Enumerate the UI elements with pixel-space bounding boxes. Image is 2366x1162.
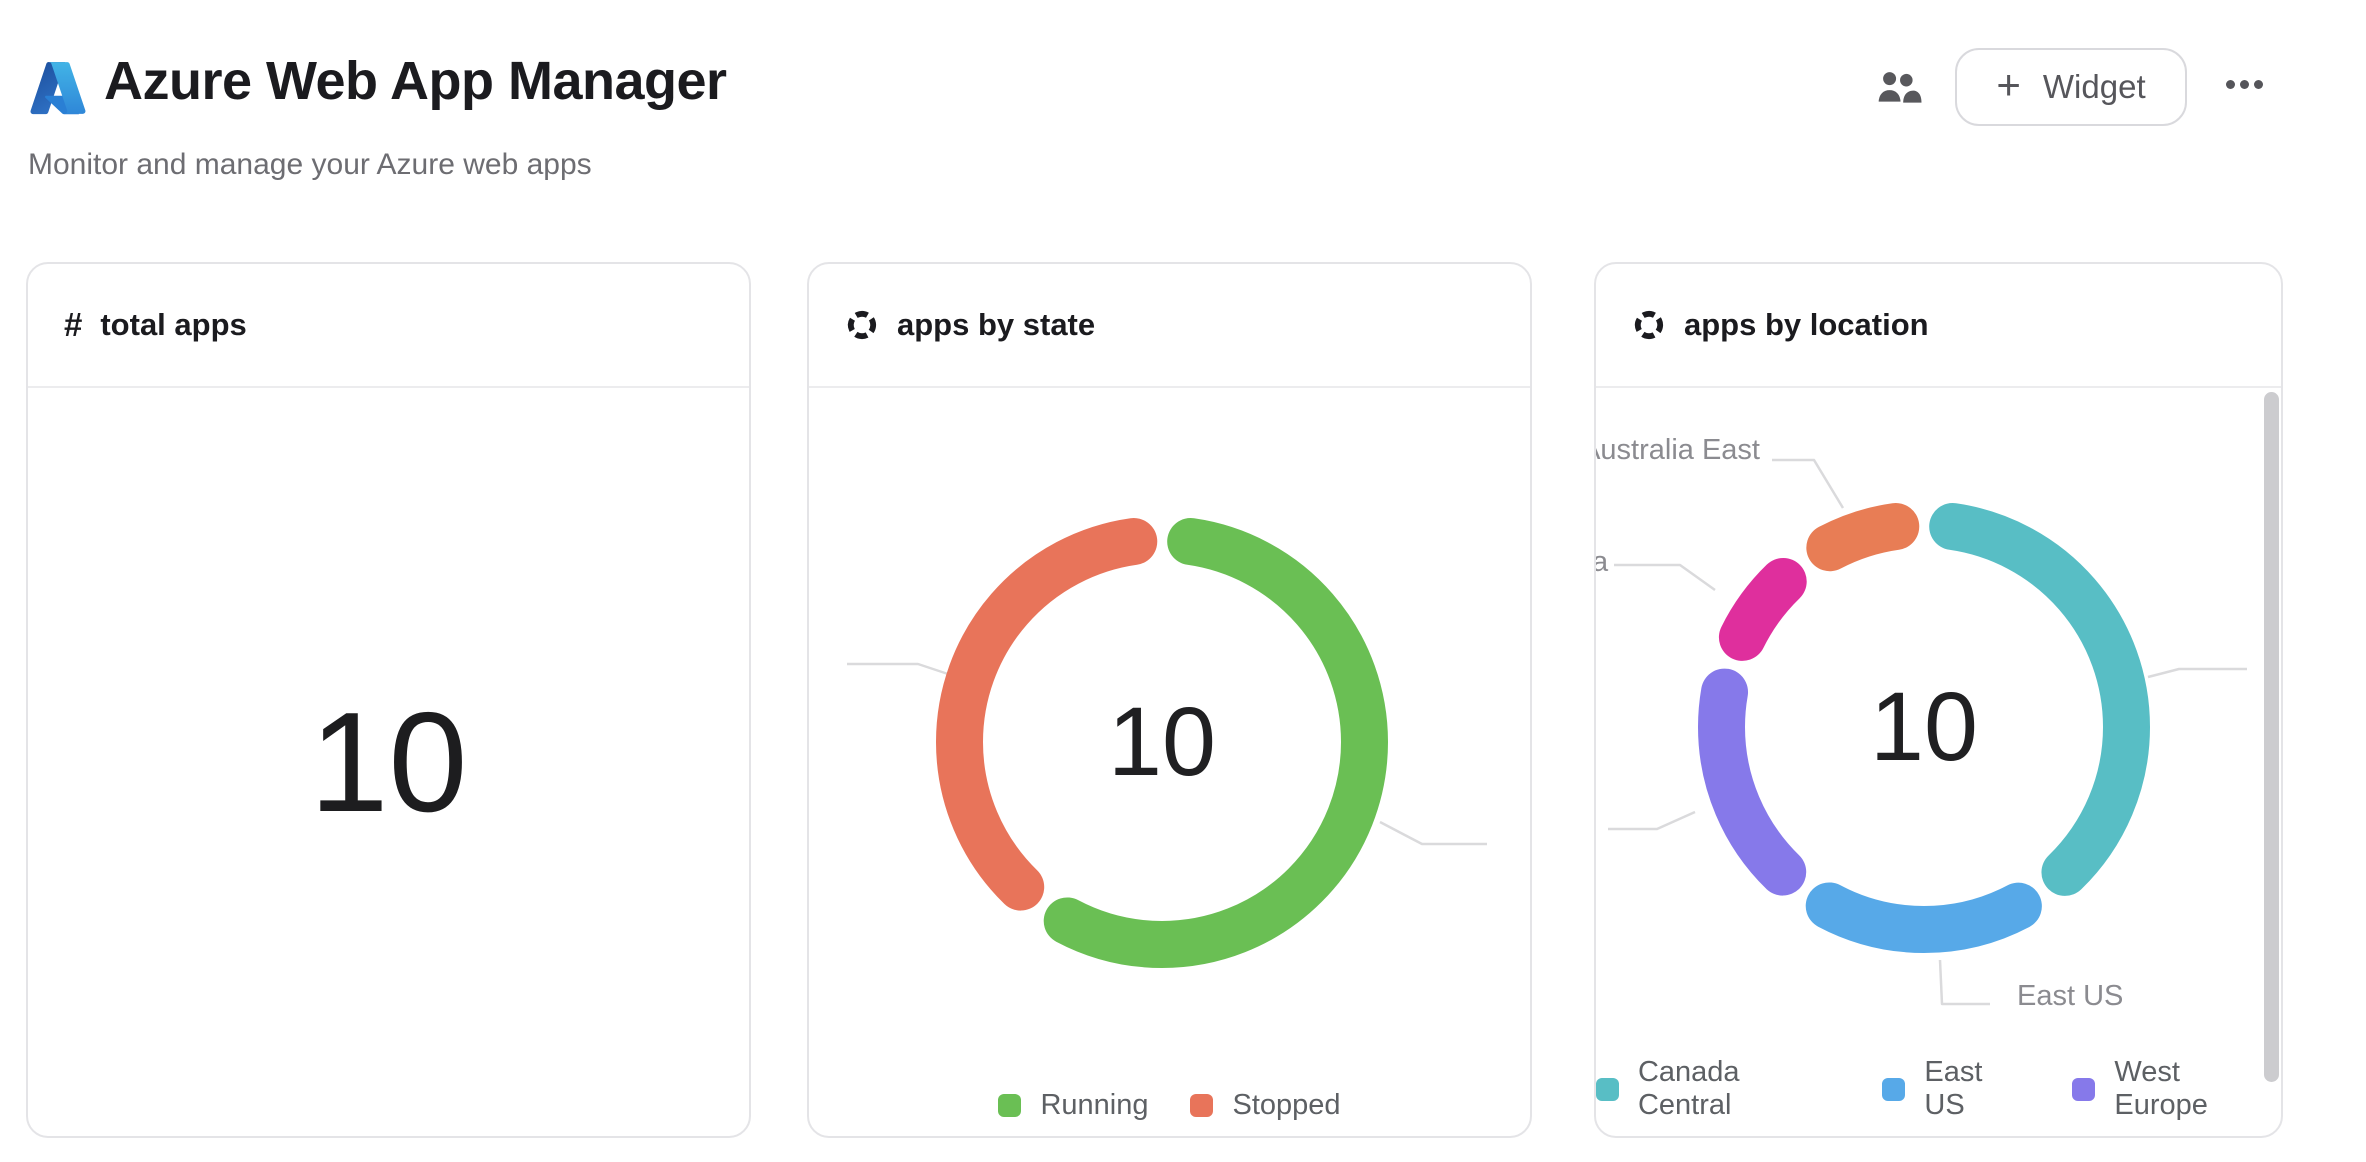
card-apps-by-state: apps by state 10 Running Stopped xyxy=(807,262,1532,1138)
app-header: Azure Web App Manager Monitor and manage… xyxy=(0,0,2366,230)
apps-by-state-donut-chart[interactable] xyxy=(809,388,1532,1138)
legend-label: Running xyxy=(1040,1089,1149,1121)
card-apps-by-state-header: apps by state xyxy=(809,264,1530,388)
legend-item-canada-central[interactable]: Canada Central xyxy=(1596,1056,1840,1122)
leader-line-canada-central xyxy=(2147,667,2247,679)
plus-icon: + xyxy=(1996,61,2021,108)
legend-swatch xyxy=(1596,1077,1619,1101)
page-title: Azure Web App Manager xyxy=(104,51,727,111)
apps-by-state-legend: Running Stopped xyxy=(809,1089,1530,1122)
legend-swatch xyxy=(2072,1077,2096,1101)
legend-item-east-us[interactable]: East US xyxy=(1882,1056,2030,1122)
add-widget-label: Widget xyxy=(2042,68,2146,105)
card-apps-by-location-header: apps by location xyxy=(1596,264,2281,388)
leader-line-east-us xyxy=(1938,959,1990,1006)
donut-chart-icon xyxy=(1634,310,1664,340)
apps-by-location-donut-chart[interactable] xyxy=(1596,388,2283,1138)
page-subtitle: Monitor and manage your Azure web apps xyxy=(28,148,592,181)
leader-line-australia-east xyxy=(1772,458,1845,509)
card-total-apps-header: # total apps xyxy=(28,264,749,388)
total-apps-value: 10 xyxy=(309,683,468,842)
legend-label: Canada Central xyxy=(1637,1056,1740,1121)
slice-label-australia-east: Australia East xyxy=(1594,434,1760,466)
legend-item-running[interactable]: Running xyxy=(998,1089,1148,1122)
donut-segment-canada-central[interactable] xyxy=(1698,501,2150,953)
more-menu-icon[interactable] xyxy=(2226,80,2263,89)
slice-label-east-us: East US xyxy=(2017,980,2124,1012)
leader-line-stopped xyxy=(847,662,949,676)
card-title: apps by location xyxy=(1684,307,1929,342)
card-total-apps: # total apps 10 xyxy=(26,262,751,1138)
add-widget-button[interactable]: + Widget xyxy=(1955,48,2187,126)
donut-segment-running[interactable] xyxy=(936,516,1388,968)
legend-label: East US xyxy=(1924,1056,1983,1121)
legend-item-west-europe[interactable]: West Europe xyxy=(2072,1056,2281,1122)
leader-line-west-europe xyxy=(1608,810,1696,831)
slice-label-clipped: a xyxy=(1596,546,1608,579)
vertical-scrollbar[interactable] xyxy=(2264,392,2279,1082)
legend-label: West Europe xyxy=(2114,1056,2208,1121)
legend-swatch xyxy=(998,1094,1022,1117)
legend-item-stopped[interactable]: Stopped xyxy=(1190,1089,1341,1122)
donut-chart-icon xyxy=(847,310,877,340)
leader-line-clipped xyxy=(1614,563,1716,592)
apps-by-location-legend: Canada Central East US West Europe xyxy=(1596,1056,2281,1122)
users-icon[interactable] xyxy=(1876,68,1922,106)
donut-center-value: 10 xyxy=(1870,672,1978,781)
donut-center-value: 10 xyxy=(1108,687,1216,796)
card-title: total apps xyxy=(100,307,247,342)
card-apps-by-location: apps by location 10 Australia East a Eas… xyxy=(1594,262,2283,1138)
legend-swatch xyxy=(1190,1094,1214,1117)
azure-logo xyxy=(30,62,86,115)
donut-segment-west-europe[interactable] xyxy=(1698,501,2150,953)
donut-segment-stopped[interactable] xyxy=(936,516,1388,968)
legend-swatch xyxy=(1882,1077,1906,1101)
legend-label: Stopped xyxy=(1232,1089,1341,1121)
donut-segment-east-us[interactable] xyxy=(1698,501,2150,953)
hash-icon: # xyxy=(64,306,83,343)
card-title: apps by state xyxy=(897,307,1096,342)
leader-line-running xyxy=(1379,820,1487,846)
